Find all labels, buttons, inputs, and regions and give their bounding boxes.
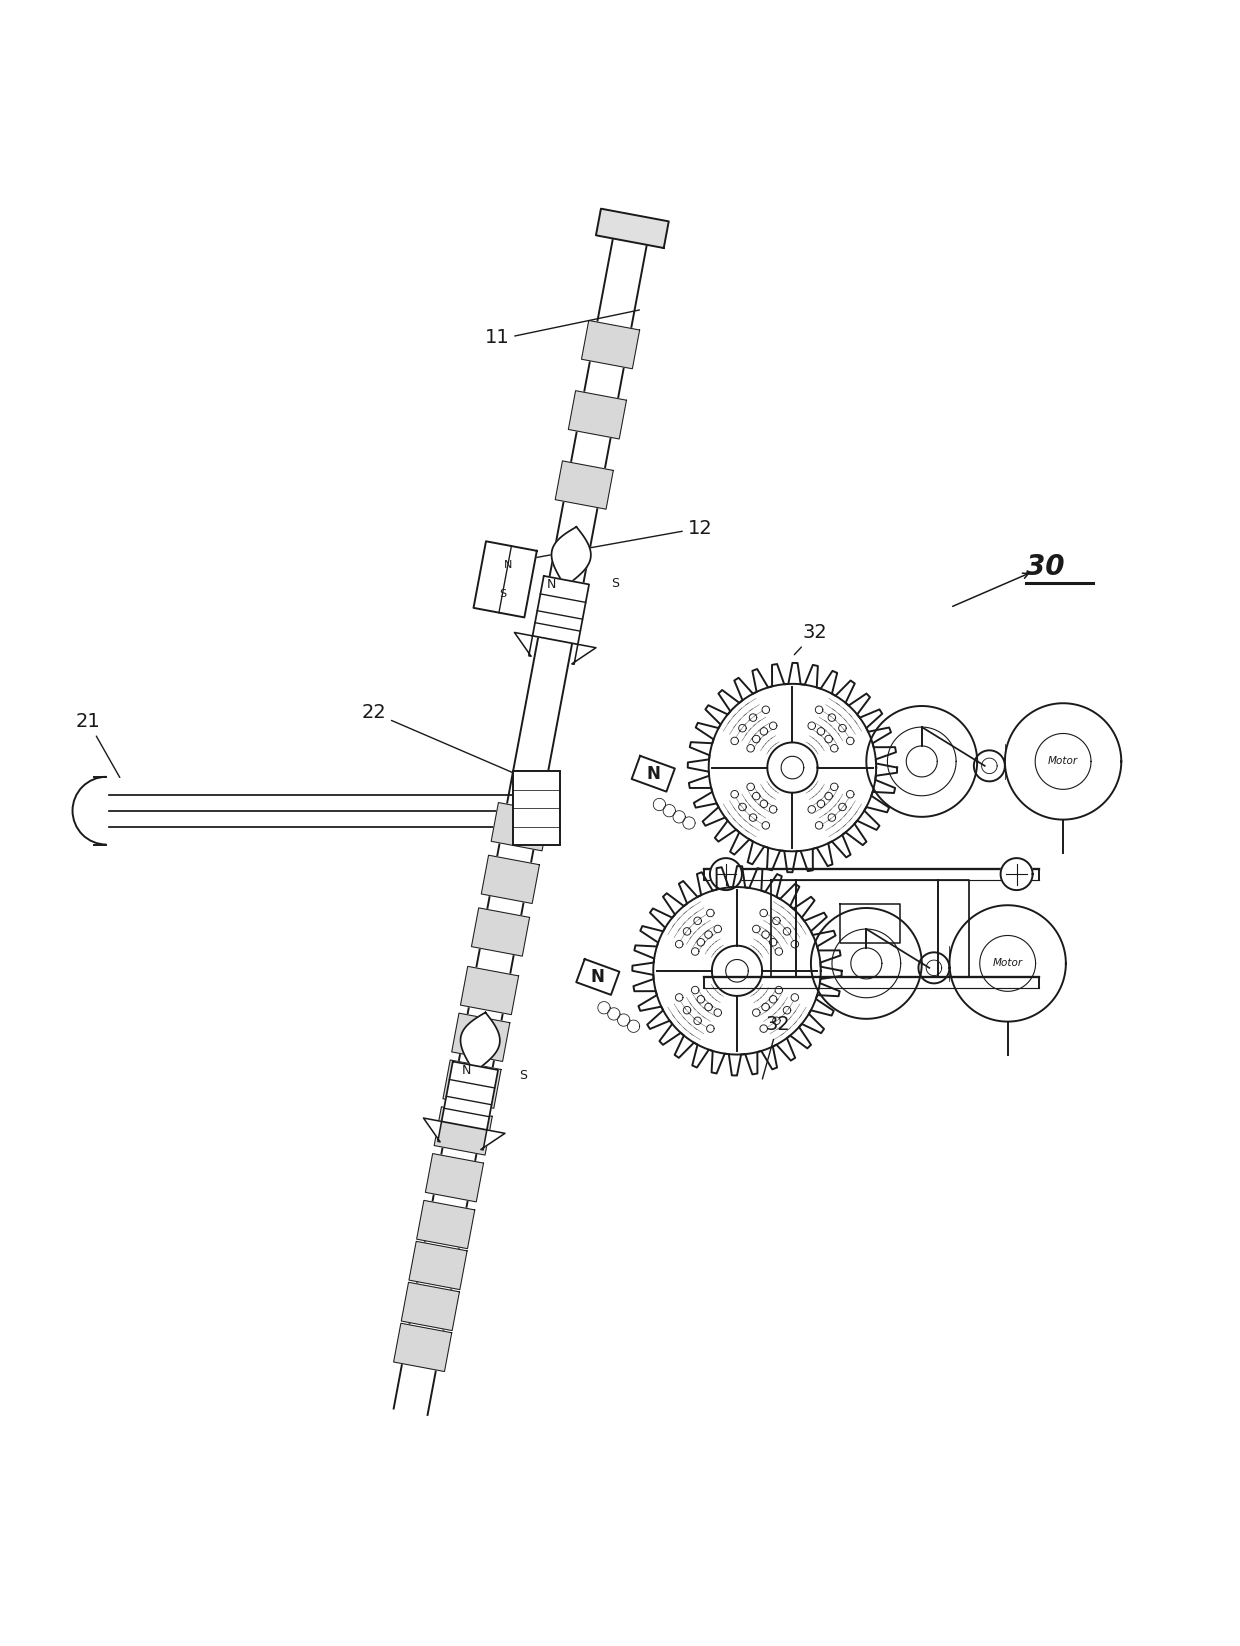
Text: 21: 21 xyxy=(76,713,120,777)
Polygon shape xyxy=(572,644,596,665)
Polygon shape xyxy=(712,946,763,996)
Polygon shape xyxy=(451,1014,510,1062)
Polygon shape xyxy=(393,1323,451,1371)
Polygon shape xyxy=(556,461,614,509)
Text: 12: 12 xyxy=(521,518,713,560)
Polygon shape xyxy=(811,909,921,1019)
Polygon shape xyxy=(481,1129,505,1151)
Polygon shape xyxy=(867,706,977,816)
Polygon shape xyxy=(596,209,668,249)
Polygon shape xyxy=(460,1012,500,1073)
Polygon shape xyxy=(632,866,842,1075)
Polygon shape xyxy=(417,1200,475,1249)
Text: S: S xyxy=(518,1068,527,1081)
Text: N: N xyxy=(547,578,557,591)
Text: N: N xyxy=(646,765,660,783)
Polygon shape xyxy=(841,904,899,943)
Polygon shape xyxy=(631,756,675,792)
Text: N: N xyxy=(503,560,512,570)
Polygon shape xyxy=(704,978,1039,988)
Polygon shape xyxy=(950,905,1066,1022)
Polygon shape xyxy=(532,576,589,644)
Polygon shape xyxy=(474,542,537,617)
Text: 32: 32 xyxy=(795,624,827,655)
Text: S: S xyxy=(611,578,619,591)
Polygon shape xyxy=(424,1118,441,1142)
Polygon shape xyxy=(409,1241,467,1289)
Polygon shape xyxy=(768,742,817,793)
Polygon shape xyxy=(919,953,950,983)
Polygon shape xyxy=(711,858,742,890)
Polygon shape xyxy=(568,390,626,439)
Text: 11: 11 xyxy=(485,309,640,347)
Bar xyxy=(513,772,559,844)
Polygon shape xyxy=(582,321,640,369)
Polygon shape xyxy=(1001,858,1033,890)
Text: 22: 22 xyxy=(361,703,521,777)
Polygon shape xyxy=(460,966,518,1014)
Polygon shape xyxy=(1004,703,1121,820)
Text: S: S xyxy=(498,589,506,599)
Polygon shape xyxy=(704,869,1039,879)
Polygon shape xyxy=(434,1106,492,1155)
Polygon shape xyxy=(771,879,968,978)
Polygon shape xyxy=(577,960,620,994)
Polygon shape xyxy=(973,751,1004,782)
Polygon shape xyxy=(471,909,529,956)
Polygon shape xyxy=(491,803,549,851)
Polygon shape xyxy=(552,527,591,588)
Polygon shape xyxy=(402,1282,459,1330)
Text: 32: 32 xyxy=(763,1016,790,1080)
Polygon shape xyxy=(688,663,897,872)
Polygon shape xyxy=(515,632,532,657)
Polygon shape xyxy=(441,1062,498,1129)
Text: Motor: Motor xyxy=(1048,757,1078,767)
Text: N: N xyxy=(461,1065,471,1078)
Text: N: N xyxy=(591,968,605,986)
Text: 30: 30 xyxy=(1027,553,1065,581)
Polygon shape xyxy=(481,856,539,904)
Polygon shape xyxy=(425,1154,484,1202)
Text: Motor: Motor xyxy=(992,958,1023,968)
Polygon shape xyxy=(443,1060,501,1108)
